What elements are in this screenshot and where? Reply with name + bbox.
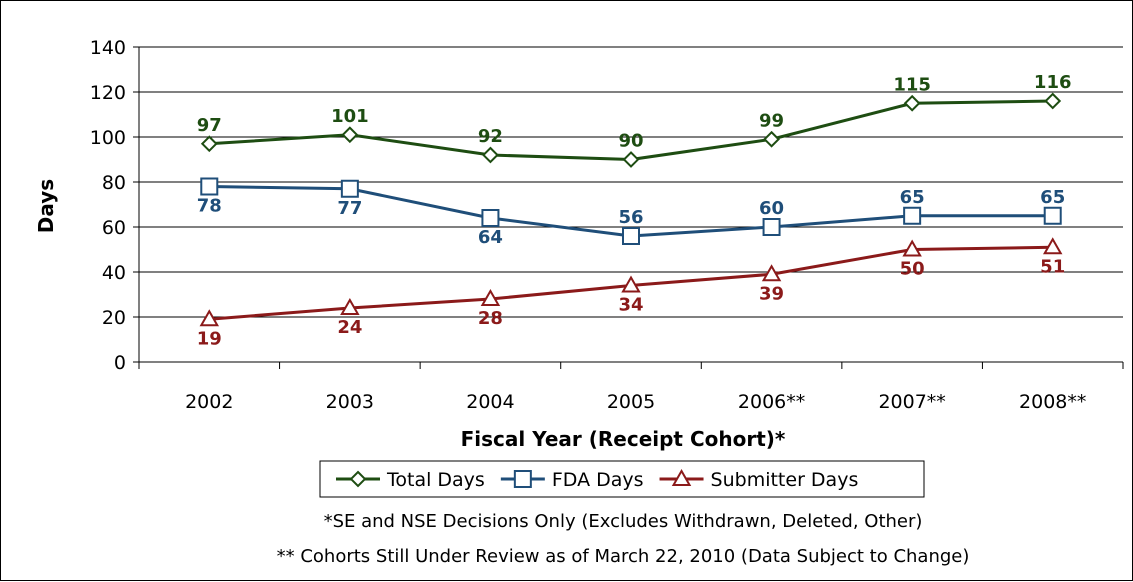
point-fda-days-4	[762, 218, 781, 236]
point-total-days-1	[341, 126, 359, 144]
point-submitter-days-6	[1042, 237, 1063, 255]
data-label-total-days-6: 116	[1034, 72, 1072, 93]
point-fda-days-2	[481, 209, 500, 227]
point-submitter-days-3	[621, 275, 641, 293]
y-axis-ticks: 0 20 40 60 80 100 120 140	[90, 37, 140, 374]
y-axis-title: Days	[34, 179, 58, 233]
legend: Total Days FDA Days Submitter Days	[319, 460, 925, 498]
point-total-days-4	[763, 130, 780, 148]
y-tick-label-80: 80	[102, 172, 126, 194]
series-total-days	[200, 92, 1062, 168]
data-label-submitter-days-5: 50	[900, 259, 925, 280]
x-tick-label-2002: 2002	[185, 391, 233, 413]
point-submitter-days-2	[480, 288, 501, 306]
data-label-fda-days-6: 65	[1040, 187, 1065, 208]
x-axis-title: Fiscal Year (Receipt Cohort)*	[461, 427, 786, 451]
x-tick-label-2007: 2007**	[878, 391, 945, 413]
point-fda-days-3	[622, 227, 640, 245]
series-fda-days	[200, 177, 1062, 245]
data-label-submitter-days-3: 34	[618, 295, 643, 316]
footnote-under-review: ** Cohorts Still Under Review as of Marc…	[277, 546, 970, 567]
legend-item-total-days: Total Days	[336, 469, 485, 491]
series-submitter-days	[199, 237, 1063, 327]
legend-item-submitter-days: Submitter Days	[659, 468, 859, 491]
data-labels: 97 101 92 90 99 115 116 78 77 64 56 60 65 65 19 24 28 34 3…	[197, 72, 1072, 349]
data-label-total-days-1: 101	[331, 106, 369, 127]
point-total-days-0	[200, 135, 218, 153]
legend-label-fda-days: FDA Days	[552, 469, 644, 491]
x-tick-label-2008: 2008**	[1019, 391, 1086, 413]
data-label-total-days-4: 99	[759, 110, 784, 131]
y-tick-label-100: 100	[90, 127, 126, 149]
data-label-fda-days-3: 56	[618, 207, 643, 228]
data-label-fda-days-1: 77	[337, 198, 362, 219]
point-fda-days-5	[903, 206, 922, 225]
x-tick-label-2003: 2003	[326, 391, 374, 413]
point-total-days-6	[1044, 92, 1062, 110]
point-fda-days-0	[200, 177, 219, 196]
legend-marker-fda-days	[513, 470, 532, 488]
data-label-fda-days-0: 78	[197, 196, 222, 217]
data-label-total-days-2: 92	[478, 126, 503, 147]
legend-marker-total-days	[349, 470, 367, 488]
point-submitter-days-4	[761, 264, 782, 282]
data-label-fda-days-4: 60	[759, 198, 784, 219]
y-tick-label-20: 20	[102, 307, 126, 329]
point-total-days-2	[482, 146, 499, 164]
data-label-total-days-0: 97	[197, 115, 222, 136]
y-tick-label-0: 0	[114, 352, 126, 374]
point-fda-days-1	[340, 179, 359, 198]
x-tick-label-2006: 2006**	[738, 391, 805, 413]
legend-label-total-days: Total Days	[386, 469, 485, 491]
legend-box	[319, 460, 925, 498]
data-label-submitter-days-6: 51	[1040, 256, 1065, 277]
data-label-total-days-3: 90	[618, 131, 643, 152]
y-tick-label-40: 40	[102, 262, 126, 284]
legend-label-submitter-days: Submitter Days	[711, 469, 859, 491]
point-total-days-5	[903, 94, 921, 112]
data-series	[199, 92, 1063, 327]
data-label-submitter-days-1: 24	[337, 317, 362, 338]
x-tick-label-2005: 2005	[607, 391, 655, 413]
data-label-fda-days-5: 65	[900, 187, 925, 208]
footnote-decisions: *SE and NSE Decisions Only (Excludes Wit…	[324, 511, 923, 532]
y-tick-label-60: 60	[102, 217, 126, 239]
data-label-submitter-days-2: 28	[478, 308, 503, 329]
x-tick-label-2004: 2004	[466, 391, 514, 413]
point-submitter-days-5	[902, 239, 922, 257]
y-tick-label-120: 120	[90, 82, 126, 104]
point-total-days-3	[622, 151, 640, 168]
y-tick-label-140: 140	[90, 37, 126, 59]
data-label-submitter-days-4: 39	[759, 283, 784, 304]
data-label-fda-days-2: 64	[478, 227, 503, 248]
data-label-total-days-5: 115	[893, 74, 931, 95]
legend-marker-submitter-days	[671, 468, 692, 486]
point-submitter-days-1	[340, 297, 360, 315]
point-fda-days-6	[1043, 206, 1062, 225]
legend-item-fda-days: FDA Days	[500, 469, 644, 491]
x-axis: 2002 2003 2004 2005 2006** 2007** 2008**	[138, 362, 1124, 413]
data-label-submitter-days-0: 19	[197, 328, 222, 349]
point-submitter-days-0	[199, 309, 220, 327]
